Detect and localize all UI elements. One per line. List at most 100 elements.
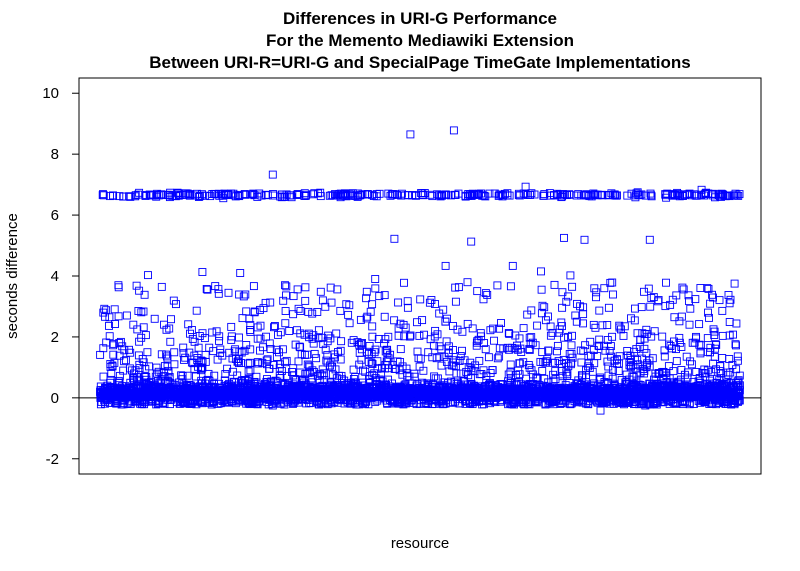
data-point [237,348,246,357]
data-point [368,322,377,331]
data-point [368,300,377,309]
data-point [659,367,668,376]
data-point [365,372,374,381]
data-point [648,354,657,363]
data-point [172,384,181,393]
data-point [482,376,491,385]
data-point [689,377,698,386]
data-point [309,339,318,348]
data-point [185,380,194,389]
data-point [715,375,724,384]
data-point [215,336,223,345]
data-point [154,191,163,200]
data-point [670,399,679,408]
data-point [486,392,495,401]
data-point [250,308,259,317]
data-point [459,376,468,385]
data-point [481,345,490,354]
data-point [378,384,387,393]
data-point [241,190,250,199]
data-point [533,321,542,330]
data-point [410,369,419,378]
data-point [546,331,555,340]
data-point [307,383,316,392]
data-point [527,366,536,375]
data-point [392,382,401,391]
data-point [170,360,179,369]
data-point [368,360,377,368]
data-point [296,329,305,338]
data-point [386,191,395,200]
data-point [238,314,247,323]
data-point [282,291,290,300]
y-tick-label: -2 [46,451,59,468]
data-point [658,381,667,390]
data-point [252,378,261,387]
data-point [242,307,251,316]
data-point [362,314,371,323]
data-point [314,334,323,343]
data-point [139,323,148,332]
data-point [201,357,210,366]
data-point [728,360,737,369]
data-point [405,332,414,341]
data-point [114,283,123,292]
data-point [210,371,219,380]
data-point [631,364,640,373]
data-point [195,384,204,393]
data-point [295,342,304,351]
data-point [357,355,366,364]
data-point [304,329,313,338]
data-point [476,329,485,338]
data-point [542,357,551,366]
data-point [544,346,553,355]
data-point [333,285,342,294]
data-point [329,382,338,391]
data-point [439,305,448,314]
data-point [430,332,439,341]
data-point [313,384,322,393]
data-point [707,384,716,393]
data-point [363,392,371,401]
data-point [658,332,667,341]
data-point [437,345,446,354]
data-point [304,307,313,316]
data-point [200,334,209,343]
data-point [554,357,563,366]
data-point [515,359,524,368]
data-point [441,317,450,326]
data-point [506,379,515,388]
data-point [557,366,566,375]
data-point [672,357,681,366]
data-point [550,280,559,289]
data-point [246,345,255,354]
data-point [301,296,310,305]
data-point [635,343,644,351]
data-point [347,338,356,347]
data-point [253,358,262,367]
data-point [157,282,166,291]
data-point [463,278,472,287]
data-point [157,372,166,381]
data-point [731,340,740,349]
data-point [706,299,715,308]
data-point [523,393,532,401]
data-point [592,288,601,297]
data-point [456,369,465,378]
data-point [585,364,594,372]
data-point [685,320,694,329]
data-point [716,396,724,405]
data-point [600,284,609,293]
data-point [368,332,377,341]
data-point [413,379,422,388]
data-point [424,382,433,391]
data-point [629,373,638,381]
data-point [220,393,229,401]
data-point [106,360,115,368]
data-point [631,390,640,399]
data-point [596,375,605,383]
data-point [684,291,693,300]
chart-title-line: Between URI-R=URI-G and SpecialPage Time… [149,53,690,72]
data-point [538,301,547,310]
